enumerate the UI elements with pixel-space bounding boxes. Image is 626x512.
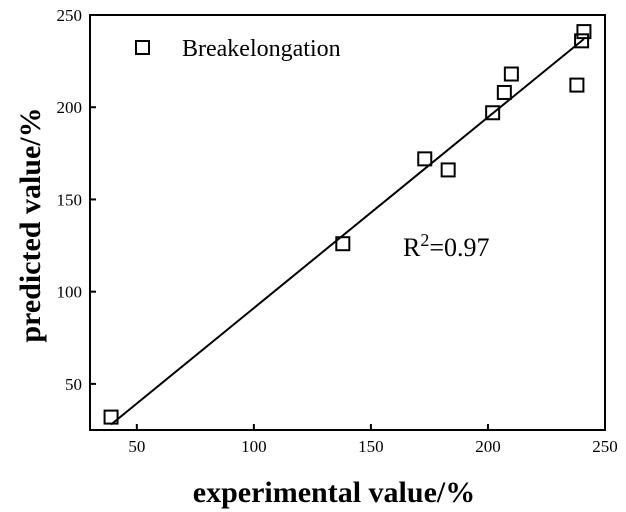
x-tick-label: 200 [475, 437, 501, 456]
y-tick-label: 200 [57, 98, 83, 117]
r-squared-value: =0.97 [429, 233, 489, 262]
x-tick-label: 50 [128, 437, 145, 456]
data-points [103, 24, 592, 425]
x-tick-label: 250 [592, 437, 618, 456]
y-tick-label: 250 [57, 6, 83, 25]
legend-marker [135, 40, 150, 55]
x-tick-label: 150 [358, 437, 384, 456]
data-point [576, 24, 592, 40]
y-tick-label: 50 [65, 375, 82, 394]
data-point [440, 162, 456, 178]
plot-frame [89, 14, 606, 431]
r-squared-annotation: R2=0.97 [403, 230, 490, 262]
y-tick-label: 100 [57, 283, 83, 302]
fit-line [110, 38, 585, 426]
r-squared-superscript: 2 [420, 230, 429, 250]
x-tick-label: 100 [241, 437, 267, 456]
data-point [503, 66, 519, 82]
legend: Breakelongation [135, 36, 341, 62]
data-point [417, 151, 433, 167]
axis-ticks: 50 100 150 200 250 50 100 150 200 250 [57, 6, 618, 456]
data-point [485, 105, 501, 121]
data-point [103, 409, 119, 425]
y-tick-label: 150 [57, 190, 83, 209]
data-point [569, 77, 585, 93]
data-point [496, 84, 512, 100]
data-point [335, 236, 351, 252]
y-axis-title: predicted value/% [14, 107, 47, 342]
data-point [574, 33, 590, 49]
r-squared-prefix: R [403, 233, 421, 262]
fit-line-layer [110, 38, 585, 426]
legend-label: Breakelongation [182, 36, 341, 62]
x-axis-title: experimental value/% [193, 476, 475, 509]
